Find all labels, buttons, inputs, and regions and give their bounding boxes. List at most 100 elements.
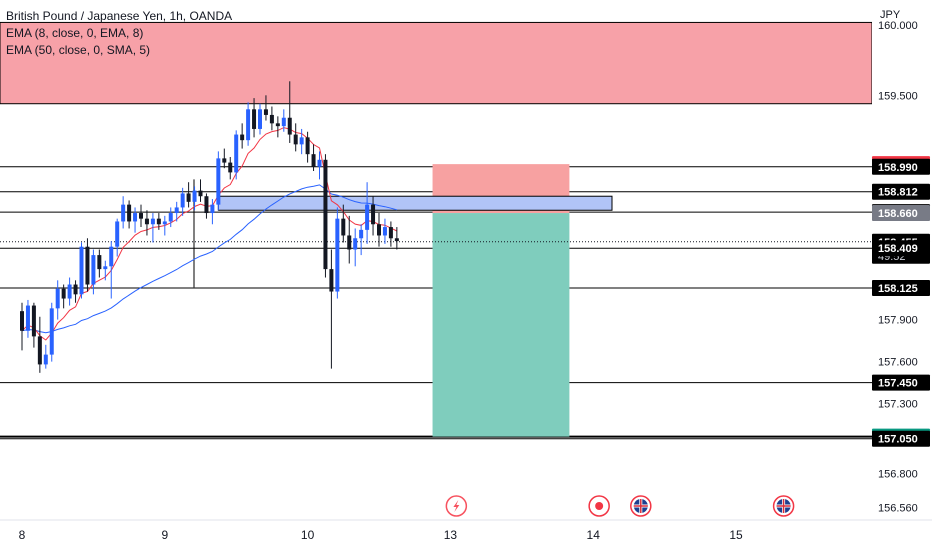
currency-unit-label: JPY (880, 9, 901, 21)
price-tick-label: 157.300 (878, 399, 918, 411)
candle-body[interactable] (43, 354, 48, 365)
candle-body[interactable] (281, 117, 286, 127)
candle-body[interactable] (388, 227, 393, 239)
candle-body[interactable] (31, 305, 36, 337)
price-label-bg (872, 158, 930, 175)
candle-body[interactable] (353, 238, 358, 250)
price-label-tag: 158.409 (872, 240, 930, 257)
price-axis[interactable]: 160.000 159.500 157.900 157.600 157.300 156.8… (872, 0, 932, 520)
candle-body[interactable] (192, 190, 197, 202)
price-label-tag: 158.812 (872, 183, 930, 200)
candle-body[interactable] (61, 288, 66, 299)
candle-body[interactable] (49, 308, 54, 355)
candle-body[interactable] (305, 137, 310, 155)
candle-body[interactable] (79, 246, 84, 295)
price-label-text: 158.990 (878, 162, 918, 174)
time-axis-label: 14 (587, 528, 601, 542)
price-label-tag: 158.125 (872, 280, 930, 297)
candle-body[interactable] (103, 266, 108, 270)
price-label-text: 157.050 (878, 434, 918, 446)
candle-body[interactable] (156, 218, 161, 225)
candle-body[interactable] (222, 158, 227, 163)
candle-body[interactable] (204, 196, 209, 214)
candle-body[interactable] (275, 123, 280, 127)
candle-body[interactable] (258, 109, 262, 129)
candle-body[interactable] (97, 255, 102, 270)
candle-body[interactable] (174, 207, 179, 214)
candle-body[interactable] (198, 190, 203, 197)
price-label-bg (872, 280, 930, 297)
lightning-event-icon[interactable] (445, 495, 468, 517)
supply-zone[interactable] (0, 21, 873, 105)
candle-body[interactable] (317, 159, 322, 167)
candle-body[interactable] (115, 221, 120, 247)
candle-body[interactable] (311, 154, 316, 167)
uk-flag-event-icon-2[interactable] (772, 495, 795, 517)
candle-body[interactable] (234, 134, 239, 173)
candle-body[interactable] (371, 204, 376, 225)
candle-body[interactable] (382, 227, 387, 236)
candle-body[interactable] (341, 218, 346, 236)
candle-body[interactable] (299, 137, 304, 145)
candle-body[interactable] (109, 246, 114, 267)
candle-body[interactable] (365, 204, 370, 230)
candle-body[interactable] (55, 288, 60, 309)
candle-body[interactable] (216, 158, 221, 205)
candle-body[interactable] (162, 221, 167, 225)
candle-body[interactable] (139, 213, 143, 219)
price-label-bg (872, 430, 930, 447)
candle-body[interactable] (335, 218, 340, 292)
price-label-bg (872, 205, 930, 222)
time-axis-label: 13 (444, 528, 458, 542)
uk-flag-event-icon[interactable] (630, 495, 652, 517)
candle-body[interactable] (210, 204, 215, 214)
candle-body[interactable] (394, 238, 399, 242)
candle-body[interactable] (377, 224, 381, 236)
candle-body[interactable] (85, 246, 90, 285)
candle-body[interactable] (144, 218, 149, 225)
time-axis-label: 10 (301, 528, 315, 542)
candle-body[interactable] (127, 204, 132, 222)
candle-body[interactable] (287, 117, 292, 135)
candle-body[interactable] (347, 235, 352, 250)
candle-body[interactable] (180, 193, 185, 208)
candle-body[interactable] (67, 284, 72, 299)
candle-body[interactable] (269, 114, 274, 124)
price-label-tag: 157.050 (872, 430, 930, 447)
ema-slow-indicator-label[interactable]: EMA (50, close, 0, SMA, 5) (6, 43, 151, 57)
candle-body[interactable] (91, 255, 96, 285)
candle-body[interactable] (323, 159, 328, 270)
time-axis-label: 8 (19, 528, 26, 542)
candle-body[interactable] (252, 109, 257, 129)
candle-body[interactable] (329, 269, 334, 292)
price-tick-label: 159.500 (878, 90, 918, 102)
price-label-bg (872, 183, 930, 200)
candle-body[interactable] (186, 193, 191, 202)
price-label-text: 158.660 (878, 208, 918, 220)
candle-body[interactable] (150, 218, 155, 225)
price-label-text: 158.812 (878, 187, 918, 199)
candle-body[interactable] (25, 305, 30, 331)
blue-range-box[interactable] (217, 195, 613, 211)
candle-body[interactable] (37, 336, 42, 365)
ema-fast-indicator-label[interactable]: EMA (8, close, 0, EMA, 8) (6, 26, 144, 40)
candle-body[interactable] (246, 109, 251, 141)
record-event-icon[interactable] (588, 495, 610, 517)
time-axis-label: 15 (729, 528, 743, 542)
candle-body[interactable] (20, 311, 24, 331)
candle-body[interactable] (168, 213, 173, 222)
price-tick-label: 156.560 (878, 502, 918, 514)
candle-body[interactable] (240, 134, 245, 141)
candle-body[interactable] (73, 284, 78, 295)
candle-body[interactable] (359, 229, 364, 239)
price-label-tag: 158.660 (872, 205, 930, 222)
candle-body[interactable] (293, 134, 298, 145)
candle-body[interactable] (228, 162, 233, 173)
symbol-title[interactable]: British Pound / Japanese Yen, 1h, OANDA (6, 9, 233, 23)
short-position-target-zone[interactable] (432, 213, 570, 437)
candle-body[interactable] (133, 213, 138, 222)
candle-body[interactable] (121, 204, 126, 222)
candle-body[interactable] (263, 109, 268, 115)
